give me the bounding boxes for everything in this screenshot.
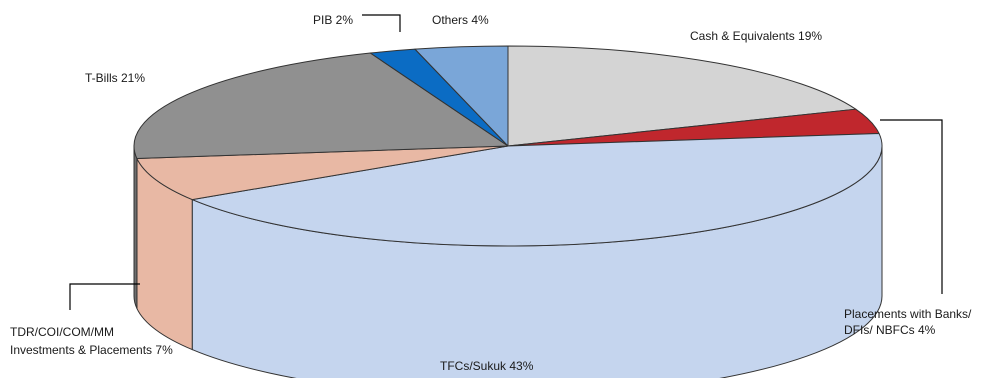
pie-slice-tdr-coi-com-mm-investments-placements — [136, 145, 509, 201]
label-tfcs-sukuk: TFCs/Sukuk 43% — [440, 359, 534, 373]
label-tdr-line1: TDR/COI/COM/MM — [10, 325, 114, 339]
leader-line-pib — [362, 14, 401, 32]
leader-line-tdr — [69, 283, 140, 310]
label-t-bills: T-Bills 21% — [85, 71, 145, 85]
pie-slice-cash-equivalents — [507, 45, 857, 147]
label-pib: PIB 2% — [313, 13, 353, 27]
label-others: Others 4% — [432, 13, 489, 27]
pie-slice-t-bills — [133, 52, 509, 160]
pie-slice-others — [414, 45, 509, 147]
label-placements-line1: Placements with Banks/ — [844, 307, 972, 321]
leader-line-placements — [880, 119, 943, 294]
label-cash-equivalents: Cash & Equivalents 19% — [690, 29, 822, 43]
pie-slice-tfcs-sukuk — [191, 132, 883, 247]
label-tdr-line2: Investments & Placements 7% — [10, 343, 173, 357]
pie-slices — [133, 45, 883, 247]
label-placements-line2: DFIs/ NBFCs 4% — [844, 323, 936, 337]
